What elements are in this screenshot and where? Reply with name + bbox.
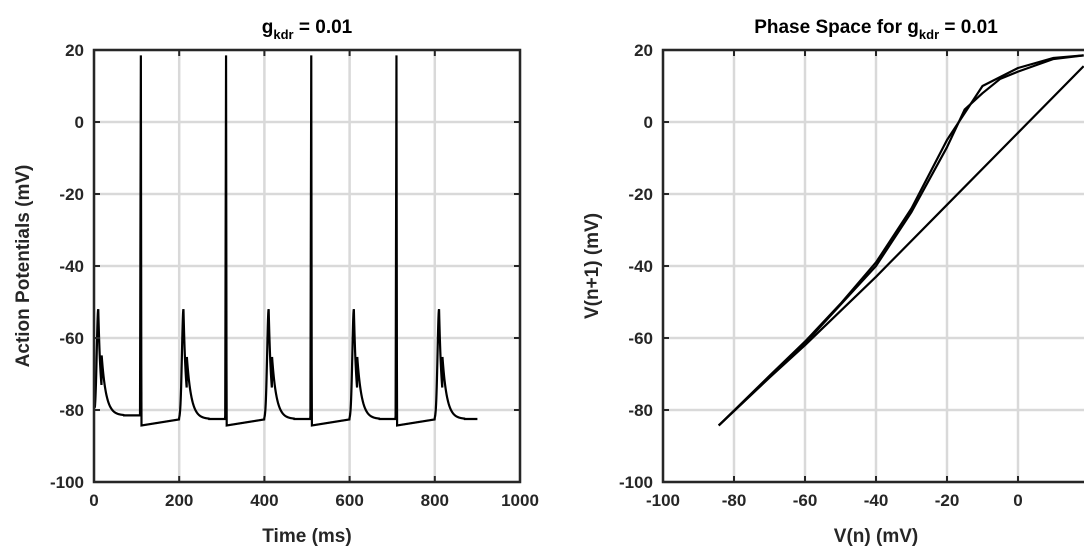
x-tick-label: 0 (1013, 491, 1022, 510)
y-tick-label: 0 (75, 113, 84, 132)
y-tick-label: 20 (634, 41, 653, 60)
chart-title-left: gkdr = 0.01 (262, 17, 353, 42)
chart-right: -100 -80 -60 -40 -20 0 -100 -80 -60 -40 -20 0 20 Ph… (582, 17, 1084, 547)
y-tick-label: -80 (628, 401, 653, 420)
ticks-left (93, 49, 521, 483)
x-tick-label: -20 (935, 491, 960, 510)
y-tick-label: -80 (59, 401, 84, 420)
x-tick-labels-left: 0 200 400 600 800 1000 (89, 491, 539, 510)
y-tick-labels-right: -100 -80 -60 -40 -20 0 20 (619, 41, 653, 492)
y-tick-label: -60 (628, 329, 653, 348)
x-axis-label-left: Time (ms) (262, 526, 351, 547)
phase-trace-1 (717, 54, 1084, 427)
y-tick-label: 0 (644, 113, 653, 132)
action-potential-trace (94, 55, 478, 427)
x-tick-label: 200 (165, 491, 193, 510)
y-tick-label: -100 (50, 473, 84, 492)
y-tick-label: -60 (59, 329, 84, 348)
phase-trace-0 (717, 54, 1084, 427)
phase-trace-2 (717, 65, 1084, 427)
x-tick-label: 400 (250, 491, 278, 510)
x-tick-label: 1000 (501, 491, 539, 510)
x-tick-label: 0 (89, 491, 98, 510)
chart-left: 0 200 400 600 800 1000 -100 -80 -60 -40 -20 0 20 gk… (13, 17, 539, 547)
ticks-right (662, 49, 1019, 483)
y-tick-label: -20 (628, 185, 653, 204)
x-tick-label: -60 (793, 491, 818, 510)
y-tick-label: 20 (65, 41, 84, 60)
y-axis-label-right: V(n+1) (mV) (582, 213, 603, 319)
phase-space-traces (717, 54, 1084, 427)
x-tick-label: -40 (864, 491, 889, 510)
y-tick-label: -40 (59, 257, 84, 276)
x-tick-labels-right: -100 -80 -60 -40 -20 0 (646, 491, 1023, 510)
x-tick-label: 600 (335, 491, 363, 510)
x-tick-label: 800 (421, 491, 449, 510)
y-axis-label-left: Action Potentials (mV) (13, 165, 34, 368)
x-axis-label-right: V(n) (mV) (834, 526, 918, 547)
y-tick-labels-left: -100 -80 -60 -40 -20 0 20 (50, 41, 84, 492)
y-tick-label: -40 (628, 257, 653, 276)
y-tick-label: -20 (59, 185, 84, 204)
x-tick-label: -80 (722, 491, 747, 510)
chart-title-right: Phase Space for gkdr = 0.01 (754, 17, 998, 42)
x-tick-label: -100 (646, 491, 680, 510)
y-tick-label: -100 (619, 473, 653, 492)
